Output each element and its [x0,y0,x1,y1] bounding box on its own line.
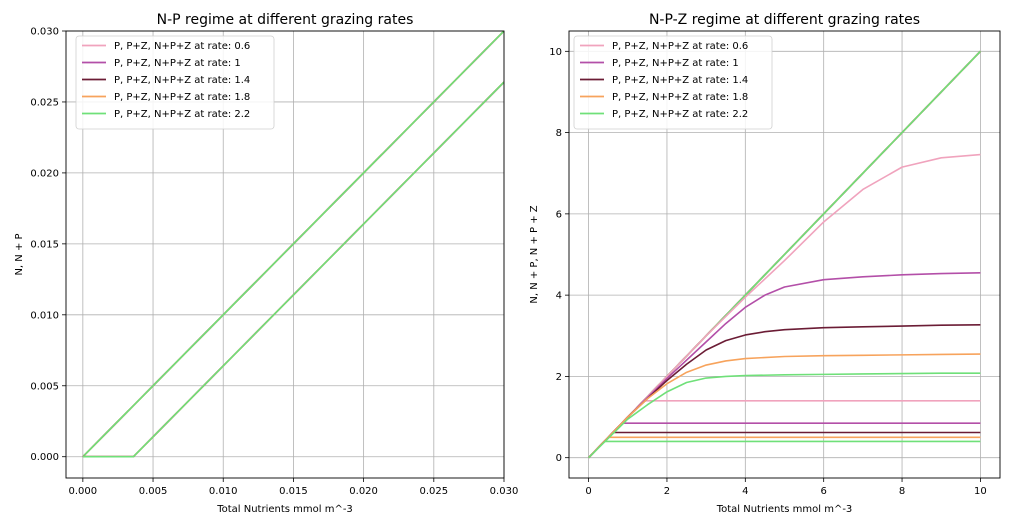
x-axis-label: Total Nutrients mmol m^-3 [216,504,353,515]
x-tick-label: 0.020 [349,486,378,497]
y-tick-label: 0.030 [30,27,59,38]
y-axis-label: N, N + P [14,233,25,275]
legend-label: P, P+Z, N+P+Z at rate: 1.4 [612,75,748,86]
legend-label: P, P+Z, N+P+Z at rate: 1 [612,58,739,69]
series-line [588,353,981,459]
legend-label: P, P+Z, N+P+Z at rate: 2.2 [612,109,748,120]
x-tick-label: 0.005 [139,486,168,497]
series-line [588,372,981,459]
chart-np-regime: 0.000 0.005 0.010 0.015 0.020 0.025 0.030 0.000… [14,12,518,515]
axes-frame [568,30,1001,479]
y-tick-label: 0.025 [30,97,59,108]
series-line [588,324,981,459]
y-tick-label: 10 [549,47,562,58]
legend-box [75,35,275,130]
series-line [605,436,981,440]
y-tick-label: 0.015 [30,239,59,250]
y-tick-label: 0 [556,453,562,464]
series-line [82,31,504,458]
series-group [588,50,981,459]
y-tick-label: 6 [556,209,562,220]
series-group [82,31,504,458]
x-tick-label: 0.010 [209,486,238,497]
y-tick-label: 8 [556,128,562,139]
x-axis-label: Total Nutrients mmol m^-3 [716,504,853,515]
x-tick-label: 10 [974,486,987,497]
series-line [82,81,504,458]
series-line [605,399,981,440]
y-tick-label: 0.005 [30,381,59,392]
axes-frame [65,30,505,479]
x-tick-label: 0.025 [419,486,448,497]
x-tick-label: 6 [820,486,826,497]
x-tick-label: 4 [742,486,748,497]
legend-label: P, P+Z, N+P+Z at rate: 1 [114,58,241,69]
series-line [588,153,981,459]
series-line [588,271,981,459]
y-tick-label: 0.020 [30,168,59,179]
y-tick-label: 0.000 [30,452,59,463]
x-tick-label: 0.030 [490,486,519,497]
legend: P, P+Z, N+P+Z at rate: 0.6 P, P+Z, N+P+Z … [573,35,773,130]
chart-npz-regime: 0 2 4 6 8 10 0 2 4 6 8 10 N-P-Z regime at different … [529,12,1001,515]
legend: P, P+Z, N+P+Z at rate: 0.6 P, P+Z, N+P+Z … [75,35,275,130]
x-tick-label: 0.015 [279,486,308,497]
series-line [605,431,981,440]
y-tick-label: 2 [556,372,562,383]
x-tick-label: 0 [585,486,591,497]
legend-label: P, P+Z, N+P+Z at rate: 1.4 [114,75,250,86]
legend-label: P, P+Z, N+P+Z at rate: 1.8 [114,92,250,103]
y-tick-label: 0.010 [30,310,59,321]
x-tick-label: 8 [899,486,905,497]
chart-title: N-P-Z regime at different grazing rates [649,12,920,28]
x-tick-label: 2 [664,486,670,497]
legend-label: P, P+Z, N+P+Z at rate: 2.2 [114,109,250,120]
y-axis-label: N, N + P, N + P + Z [529,205,540,303]
x-tick-label: 0.000 [69,486,98,497]
chart-title: N-P regime at different grazing rates [157,12,414,28]
y-tick-label: 4 [556,291,562,302]
legend-label: P, P+Z, N+P+Z at rate: 1.8 [612,92,748,103]
legend-label: P, P+Z, N+P+Z at rate: 0.6 [612,41,748,52]
legend-box [573,35,773,130]
legend-label: P, P+Z, N+P+Z at rate: 0.6 [114,41,250,52]
